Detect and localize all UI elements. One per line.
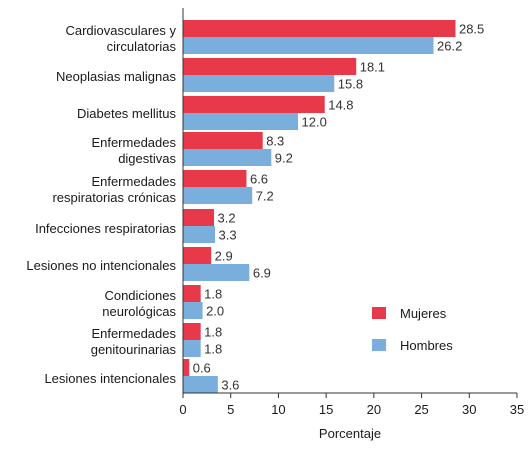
value-label-mujeres-1: 18.1 xyxy=(360,60,385,75)
x-tick-label-3: 15 xyxy=(319,402,333,417)
category-label-8-line-0: Enfermedades xyxy=(91,326,176,341)
x-axis-ticks: 0 5 10 15 20 25 30 35 xyxy=(179,393,524,417)
bar-hombres-1 xyxy=(183,75,335,92)
category-label-3-line-0: Enfermedades xyxy=(91,135,176,150)
bars-layer xyxy=(183,20,456,393)
x-tick-label-6: 30 xyxy=(462,402,476,417)
value-label-mujeres-0: 28.5 xyxy=(459,22,484,37)
x-tick-label-7: 35 xyxy=(510,402,524,417)
bar-mujeres-2 xyxy=(183,96,325,113)
bar-hombres-8 xyxy=(183,340,201,357)
category-label-8-line-1: genitourinarias xyxy=(91,342,177,357)
bar-mujeres-7 xyxy=(183,285,201,302)
value-label-mujeres-4: 6.6 xyxy=(250,172,268,187)
value-label-hombres-1: 15.8 xyxy=(338,77,363,92)
value-label-hombres-6: 6.9 xyxy=(253,266,271,281)
value-label-mujeres-8: 1.8 xyxy=(204,325,222,340)
bar-mujeres-8 xyxy=(183,323,201,340)
x-tick-label-5: 25 xyxy=(414,402,428,417)
value-label-hombres-4: 7.2 xyxy=(256,189,274,204)
category-label-3-line-1: digestivas xyxy=(118,151,176,166)
bar-hombres-7 xyxy=(183,302,203,319)
value-label-hombres-2: 12.0 xyxy=(302,115,327,130)
legend-swatch-hombres xyxy=(372,339,386,351)
value-label-mujeres-3: 8.3 xyxy=(266,134,284,149)
x-tick-label-1: 5 xyxy=(227,402,234,417)
x-tick-label-0: 0 xyxy=(179,402,186,417)
value-label-hombres-9: 3.6 xyxy=(221,378,239,393)
bar-hombres-3 xyxy=(183,149,272,166)
bar-hombres-6 xyxy=(183,264,250,281)
bar-hombres-9 xyxy=(183,376,218,393)
x-tick-label-2: 10 xyxy=(271,402,285,417)
category-label-5-line-0: Infecciones respiratorias xyxy=(35,221,176,236)
value-label-mujeres-7: 1.8 xyxy=(204,287,222,302)
bar-mujeres-5 xyxy=(183,209,215,226)
category-label-4-line-0: Enfermedades xyxy=(91,174,176,189)
legend-label-mujeres: Mujeres xyxy=(400,306,447,321)
legend-label-hombres: Hombres xyxy=(400,338,453,353)
value-label-mujeres-6: 2.9 xyxy=(215,249,233,264)
value-label-hombres-7: 2.0 xyxy=(206,304,224,319)
bar-hombres-0 xyxy=(183,37,434,54)
value-label-hombres-8: 1.8 xyxy=(204,342,222,357)
category-label-0-line-1: circulatorias xyxy=(107,39,177,54)
value-label-mujeres-5: 3.2 xyxy=(218,211,236,226)
category-label-4-line-1: respiratorias crónicas xyxy=(52,190,176,205)
value-label-hombres-0: 26.2 xyxy=(437,39,462,54)
bar-mujeres-9 xyxy=(183,359,190,376)
category-label-6-line-0: Lesiones no intencionales xyxy=(26,258,176,273)
value-label-hombres-3: 9.2 xyxy=(275,151,293,166)
bar-mujeres-1 xyxy=(183,58,357,75)
category-label-2-line-0: Diabetes mellitus xyxy=(77,106,176,121)
legend-swatch-mujeres xyxy=(372,307,386,319)
value-label-mujeres-9: 0.6 xyxy=(193,361,211,376)
bar-hombres-4 xyxy=(183,187,253,204)
category-label-7-line-0: Condiciones xyxy=(104,288,176,303)
bar-hombres-2 xyxy=(183,113,299,130)
category-label-7-line-1: neurológicas xyxy=(102,304,176,319)
category-label-1-line-0: Neoplasias malignas xyxy=(56,69,176,84)
bar-mujeres-6 xyxy=(183,247,212,264)
value-label-mujeres-2: 14.8 xyxy=(328,98,353,113)
bar-mujeres-3 xyxy=(183,132,263,149)
legend: Mujeres Hombres xyxy=(372,306,453,353)
category-label-9-line-0: Lesiones intencionales xyxy=(44,371,176,386)
bar-hombres-5 xyxy=(183,226,215,243)
bar-mujeres-4 xyxy=(183,170,247,187)
category-label-0-line-0: Cardiovasculares y xyxy=(65,23,176,38)
x-axis-title: Porcentaje xyxy=(319,426,381,441)
value-label-hombres-5: 3.3 xyxy=(218,228,236,243)
x-tick-label-4: 20 xyxy=(367,402,381,417)
bar-mujeres-0 xyxy=(183,20,456,37)
